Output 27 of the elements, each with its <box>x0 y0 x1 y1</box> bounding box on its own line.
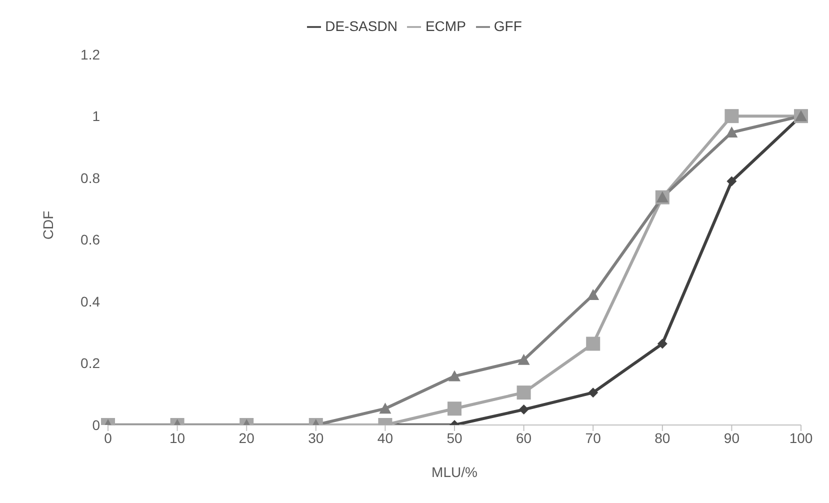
legend-label: GFF <box>494 18 522 34</box>
x-tick-label: 20 <box>238 430 255 446</box>
point <box>726 176 737 186</box>
x-tick-label: 90 <box>724 430 740 446</box>
y-tick-label: 0.2 <box>80 355 100 372</box>
legend-label: DE-SASDN <box>325 18 398 34</box>
y-tick-label: 1 <box>92 108 100 124</box>
y-tick-label: 0 <box>92 416 100 433</box>
x-tick-label: 30 <box>308 430 324 446</box>
x-tick-label: 70 <box>585 430 602 446</box>
x-tick-label: 10 <box>170 430 186 446</box>
y-tick-label: 0.4 <box>80 293 100 310</box>
x-tick-label: 0 <box>104 430 112 446</box>
y-axis-title: CDF <box>40 210 56 240</box>
y-tick-label: 0.8 <box>80 170 100 186</box>
x-tick-label: 60 <box>516 430 532 446</box>
point <box>587 288 600 300</box>
x-tick-label: 50 <box>446 430 462 446</box>
x-tick-label: 80 <box>654 430 670 446</box>
x-tick-label: 100 <box>789 430 813 446</box>
y-tick-label: 0.6 <box>80 232 100 248</box>
point <box>724 109 739 124</box>
x-tick-label: 40 <box>377 430 394 446</box>
y-tick-label: 1.2 <box>80 46 100 62</box>
point <box>726 126 738 138</box>
x-axis-title: MLU/% <box>432 464 478 480</box>
legend-label: ECMP <box>425 18 466 34</box>
